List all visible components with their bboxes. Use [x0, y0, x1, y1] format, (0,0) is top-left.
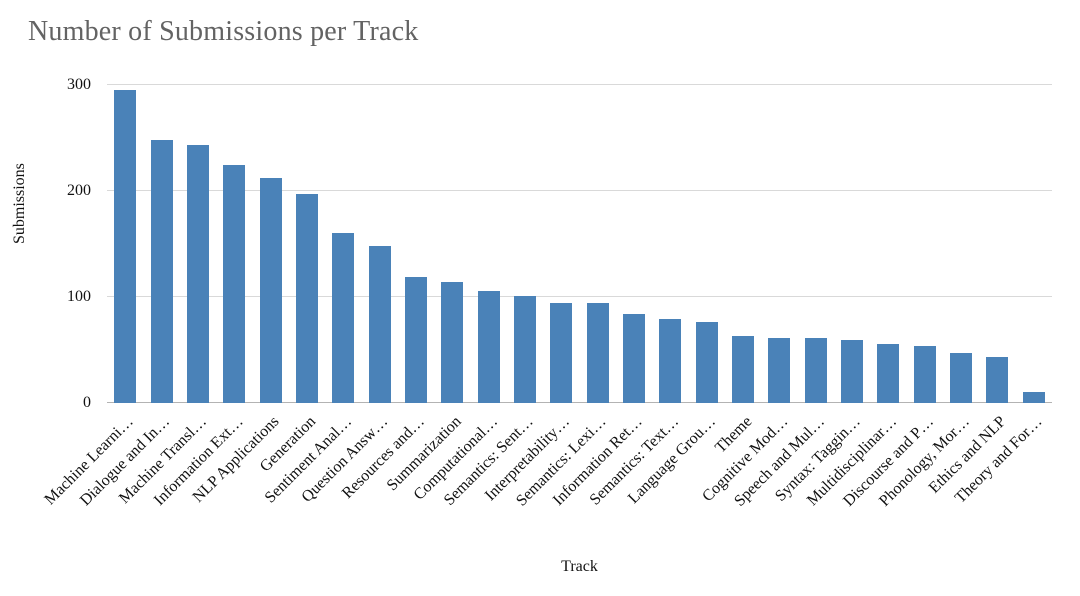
bar — [368, 246, 391, 403]
bar — [659, 319, 682, 403]
bars-container — [107, 85, 1052, 403]
bar-slot — [543, 85, 579, 403]
bar — [223, 164, 246, 403]
bar — [295, 194, 318, 403]
bar — [477, 290, 500, 403]
y-tick-label: 0 — [83, 394, 91, 411]
bar-slot — [180, 85, 216, 403]
bar — [841, 340, 864, 403]
bar-slot — [689, 85, 725, 403]
x-axis-line — [107, 402, 1052, 403]
bar-slot — [652, 85, 688, 403]
y-tick-label: 100 — [67, 288, 91, 305]
bar — [114, 90, 137, 403]
bar-slot — [761, 85, 797, 403]
chart-title: Number of Submissions per Track — [28, 16, 419, 47]
x-label-slot: Theory and For… — [952, 407, 1052, 557]
bar-slot — [507, 85, 543, 403]
bar — [877, 343, 900, 403]
bar-slot — [143, 85, 179, 403]
bar — [186, 145, 209, 403]
bar — [150, 140, 173, 403]
bar — [404, 276, 427, 403]
bar — [732, 336, 755, 403]
bar-slot — [398, 85, 434, 403]
x-axis-title: Track — [561, 558, 598, 575]
bar-slot — [361, 85, 397, 403]
bar — [695, 322, 718, 403]
bar — [768, 338, 791, 403]
y-tick-label: 200 — [67, 182, 91, 199]
bar — [441, 282, 464, 403]
bar — [332, 233, 355, 403]
bar-slot — [616, 85, 652, 403]
bar-slot — [325, 85, 361, 403]
bar-slot — [579, 85, 615, 403]
x-axis-tick-labels: Machine Learni… Dialogue and In… Machine T… — [42, 407, 1052, 557]
bar-slot — [470, 85, 506, 403]
bar-slot — [798, 85, 834, 403]
bar — [950, 353, 973, 403]
bar — [986, 357, 1009, 403]
bar-slot — [725, 85, 761, 403]
y-tick-label: 300 — [67, 76, 91, 93]
bar-slot — [434, 85, 470, 403]
bar-slot — [289, 85, 325, 403]
bar — [913, 345, 936, 403]
bar — [550, 303, 573, 403]
bar-slot — [107, 85, 143, 403]
bar — [1022, 392, 1045, 403]
bar — [804, 338, 827, 403]
bar — [622, 313, 645, 403]
gridline — [107, 296, 1052, 297]
bar-slot — [216, 85, 252, 403]
bar-slot — [943, 85, 979, 403]
gridline — [107, 190, 1052, 191]
bar-slot — [907, 85, 943, 403]
bar-slot — [252, 85, 288, 403]
plot-area — [107, 84, 1052, 403]
y-axis-tick-labels: 0 100 200 300 — [0, 76, 99, 411]
bar-slot — [834, 85, 870, 403]
bar — [513, 295, 536, 403]
bar — [586, 303, 609, 403]
gridline — [107, 84, 1052, 85]
bar-slot — [979, 85, 1015, 403]
bar — [259, 178, 282, 403]
bar-slot — [870, 85, 906, 403]
bar-slot — [1016, 85, 1052, 403]
